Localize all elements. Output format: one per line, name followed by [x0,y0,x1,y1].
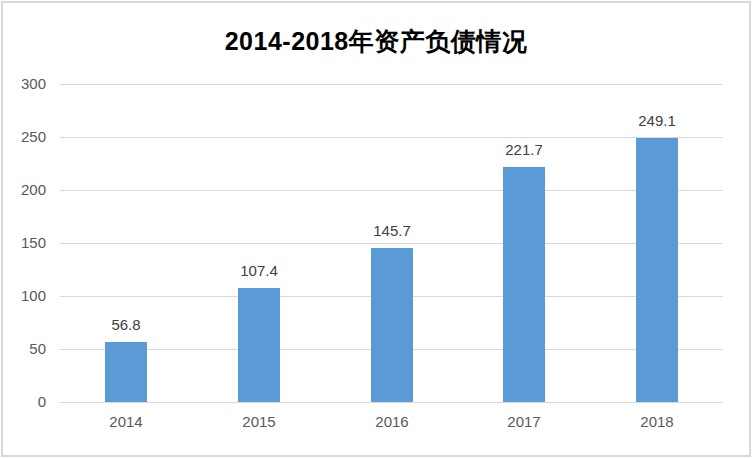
chart-frame: 2014-2018年资产负债情况 050100150200250300 56.8… [1,1,751,457]
bar-2014 [105,342,147,402]
y-tick-label: 300 [0,76,46,92]
y-tick-label: 150 [0,235,46,251]
plot-area: 0 50 100 150 200 250 300 56.8 107.4 145.7 221.7 24… [3,3,749,455]
data-label-2018: 249.1 [612,112,702,130]
x-tick-label-2018: 2018 [607,413,707,431]
data-label-2016: 145.7 [347,222,437,240]
bar-2018 [636,138,678,402]
data-label-2014: 56.8 [81,316,171,334]
x-tick-label-2014: 2014 [76,413,176,431]
bar-2017 [503,167,545,402]
y-tick-label: 250 [0,129,46,145]
gridline-200 [60,190,723,191]
gridline-0 [60,402,723,403]
bar-2015 [238,288,280,402]
gridline-250 [60,137,723,138]
y-tick-label: 100 [0,288,46,304]
y-tick-label: 50 [0,341,46,357]
data-label-2017: 221.7 [479,141,569,159]
bar-2016 [371,248,413,402]
data-label-2015: 107.4 [214,262,304,280]
y-tick-label: 200 [0,182,46,198]
y-tick-label: 0 [0,394,46,410]
x-tick-label-2016: 2016 [342,413,442,431]
x-tick-label-2017: 2017 [474,413,574,431]
gridline-150 [60,243,723,244]
gridline-300 [60,84,723,85]
x-tick-label-2015: 2015 [209,413,309,431]
